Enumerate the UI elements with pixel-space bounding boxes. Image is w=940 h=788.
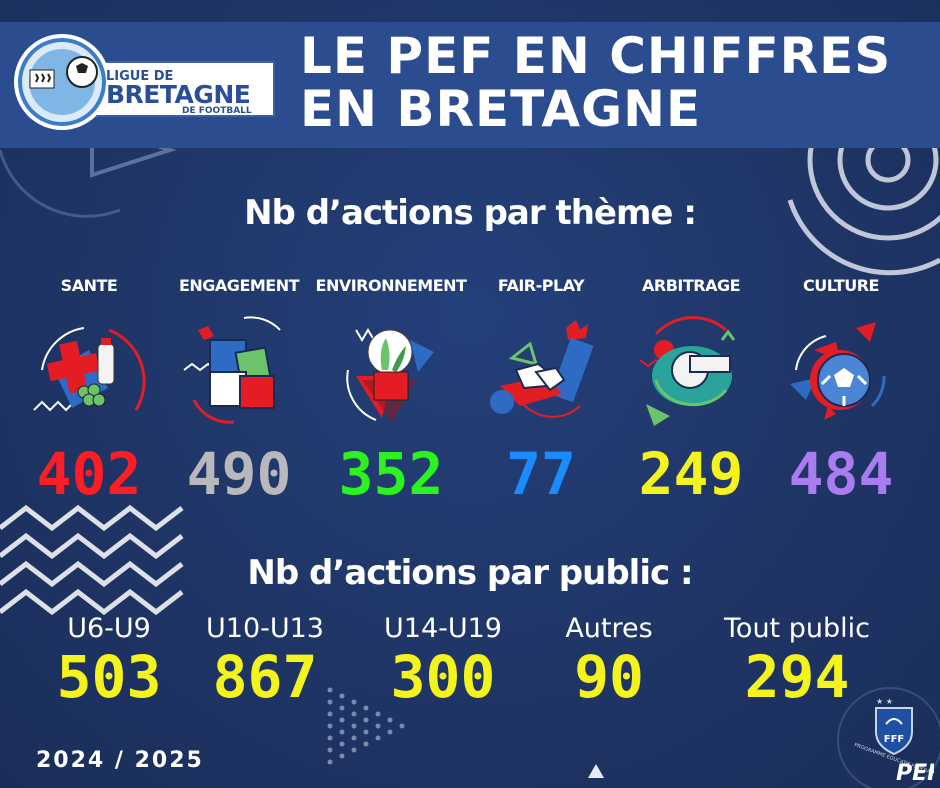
theme-label: ARBITRAGE [641,276,741,295]
theme-label: SANTE [60,276,118,295]
theme-fair-play: FAIR-PLAY 77 [462,272,620,506]
public-u6-u9: U6-U9 503 [42,612,176,708]
fff-badge-text: FFF [884,734,905,745]
themes-list: SANTE 402 ENGAGEMENT [10,272,930,506]
theme-engagement: ENGAGEMENT 490 [160,272,318,506]
whistle-icon [639,316,736,426]
football-icon [790,322,886,420]
public-label: U14-U19 [384,613,502,644]
public-list: U6-U9 503 U10-U13 867 U14-U19 300 Autres… [0,612,940,722]
ligue-bretagne-logo: LIGUE DE BRETAGNE DE FOOTBALL [14,34,275,130]
public-autres: Autres 90 [544,612,674,708]
logo-line1: LIGUE DE [106,69,173,84]
puzzle-icon [183,316,281,424]
theme-sante: SANTE 402 [10,272,168,506]
public-tout-public: Tout public 294 [694,612,900,708]
theme-value: 402 [36,440,142,508]
public-label: U6-U9 [67,613,151,644]
theme-value: 249 [638,440,744,508]
public-section-title: Nb d’actions par public : [247,553,693,593]
handshake-icon [490,320,594,418]
pef-mark: PEF [896,761,934,784]
theme-label: ENGAGEMENT [178,276,300,295]
season-label: 2024 / 2025 [36,748,204,773]
fff-pef-logo: ★ ★ FFF PROGRAMME ÉDUCATIF FÉDÉRAL PEF [853,697,934,784]
theme-culture: CULTURE 484 [762,272,920,506]
title-line2: EN BRETAGNE [300,80,702,138]
theme-label: FAIR-PLAY [497,276,585,295]
public-u10-u13: U10-U13 867 [190,612,340,708]
public-value: 90 [574,643,644,711]
public-value: 294 [744,643,850,711]
theme-arbitrage: ARBITRAGE 249 [612,272,770,506]
logo-line2: BRETAGNE [106,80,250,109]
public-label: Tout public [724,613,870,644]
theme-value: 352 [338,440,444,508]
theme-value: 484 [788,440,894,508]
svg-text:★ ★: ★ ★ [876,697,893,706]
theme-value: 77 [506,440,576,508]
health-icon [33,327,146,412]
page-title: LE PEF EN CHIFFRES EN BRETAGNE [300,30,920,136]
public-label: U10-U13 [206,613,324,644]
title-line1: LE PEF EN CHIFFRES [300,27,892,85]
public-u14-u19: U14-U19 300 [368,612,518,708]
theme-environnement: ENVIRONNEMENT 352 [312,272,470,506]
plant-icon [346,328,434,422]
public-value: 503 [56,643,162,711]
public-label: Autres [565,613,653,644]
public-value: 300 [390,643,496,711]
themes-section-title: Nb d’actions par thème : [244,193,697,233]
public-value: 867 [212,643,318,711]
theme-value: 490 [186,440,292,508]
logo-line3: DE FOOTBALL [182,106,252,116]
theme-label: ENVIRONNEMENT [315,276,467,295]
theme-label: CULTURE [803,276,879,295]
